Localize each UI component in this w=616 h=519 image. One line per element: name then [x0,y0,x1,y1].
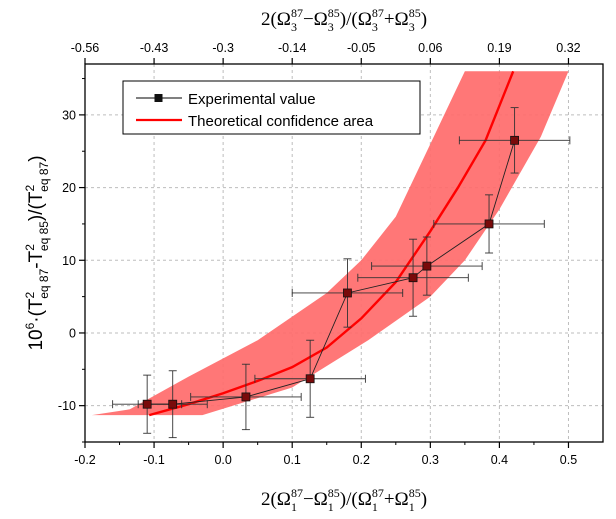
top-tick-label: -0.14 [278,41,307,55]
top-tick-label: -0.56 [71,41,100,55]
legend-entry-theoretical: Theoretical confidence area [136,113,374,130]
data-point [168,399,178,409]
x-tick-label: 0.1 [284,453,301,467]
top-axis-title: 2(Ω387−Ω385)/(Ω387+Ω385) [261,6,427,34]
x-tick-label: 0.5 [560,453,577,467]
x-tick-label: 0.3 [422,453,439,467]
top-axis-ticks: -0.56 -0.43 -0.3 -0.14 -0.05 0.06 0.19 0.32 [71,41,581,64]
y-tick-label: -10 [58,399,76,413]
y-tick-label: 0 [69,326,76,340]
left-axis-ticks: -10 0 10 20 30 [58,78,85,443]
legend-experimental-marker [154,94,163,102]
data-point [305,374,315,384]
data-point [142,399,152,409]
confidence-band-layer [91,71,569,416]
y-tick-label: 30 [62,108,76,122]
bottom-axis-ticks: -0.2 -0.1 0.0 0.1 0.2 0.3 0.4 0.5 [74,442,577,467]
x-tick-label: 0.4 [491,453,508,467]
top-tick-label: -0.05 [347,41,376,55]
top-tick-label: -0.3 [212,41,234,55]
experimental-points-layer [142,135,519,409]
data-point [422,261,432,271]
confidence-band [91,71,569,416]
legend: Experimental value Theoretical confidenc… [122,80,421,135]
left-axis-title: 106·(T2eq 87-T2eq 85)/(T2eq 87) [23,155,51,350]
top-tick-label: 0.19 [487,41,511,55]
legend-box [122,80,421,135]
y-tick-label: 10 [62,254,76,268]
legend-experimental-label: Experimental value [188,91,316,108]
data-point [343,288,352,298]
legend-entry-experimental: Experimental value [136,91,316,108]
data-point [510,135,519,145]
top-tick-label: 0.06 [418,41,442,55]
top-tick-label: -0.43 [140,41,169,55]
data-point [484,219,494,229]
legend-theoretical-label: Theoretical confidence area [188,113,374,130]
x-tick-label: 0.0 [214,453,231,467]
x-tick-label: -0.1 [143,453,165,467]
plot-frame [84,63,604,443]
x-tick-label: -0.2 [74,453,96,467]
data-point [241,392,251,402]
theoretical-line [148,70,515,417]
theoretical-line-layer [148,70,515,417]
bottom-axis-title: 2(Ω187−Ω185)/(Ω187+Ω185) [261,486,427,514]
x-tick-label: 0.2 [353,453,370,467]
top-tick-label: 0.32 [556,41,580,55]
y-tick-label: 20 [62,181,76,195]
data-point [408,273,418,283]
